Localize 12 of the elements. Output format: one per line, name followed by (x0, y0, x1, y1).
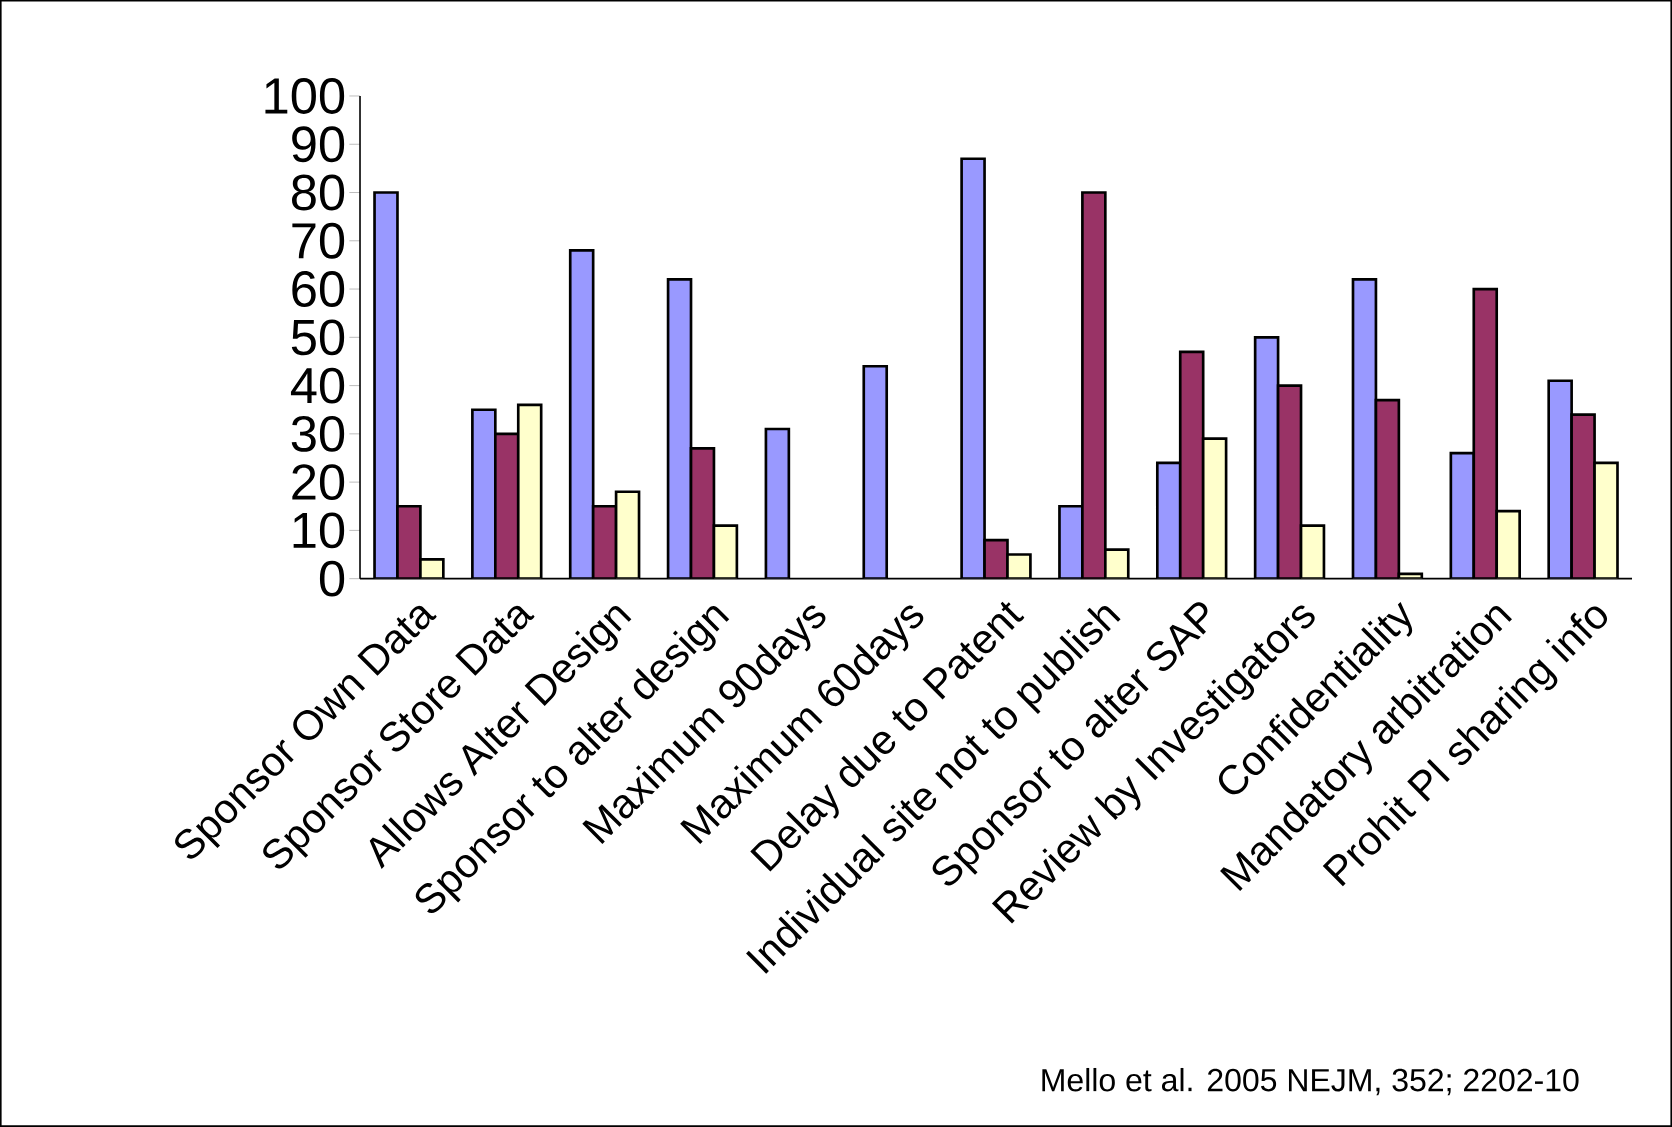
y-tick-label: 20 (292, 464, 345, 501)
y-tick-label: 0 (319, 560, 345, 597)
y-tick-label: 30 (291, 415, 345, 452)
y-tick-label: 10 (293, 512, 345, 549)
y-tick-label: 40 (290, 367, 345, 404)
y-tick-label: 80 (292, 174, 345, 211)
y-tick-label: 70 (292, 222, 345, 259)
y-tick-label: 60 (292, 271, 345, 308)
text: Mello et al. 2005 NEJM, 352; 2202-10 (1042, 1068, 1579, 1096)
y-tick-label: 50 (291, 319, 345, 356)
y-tick-label: 90 (292, 126, 345, 163)
y-tick-label: 100 (265, 78, 345, 114)
